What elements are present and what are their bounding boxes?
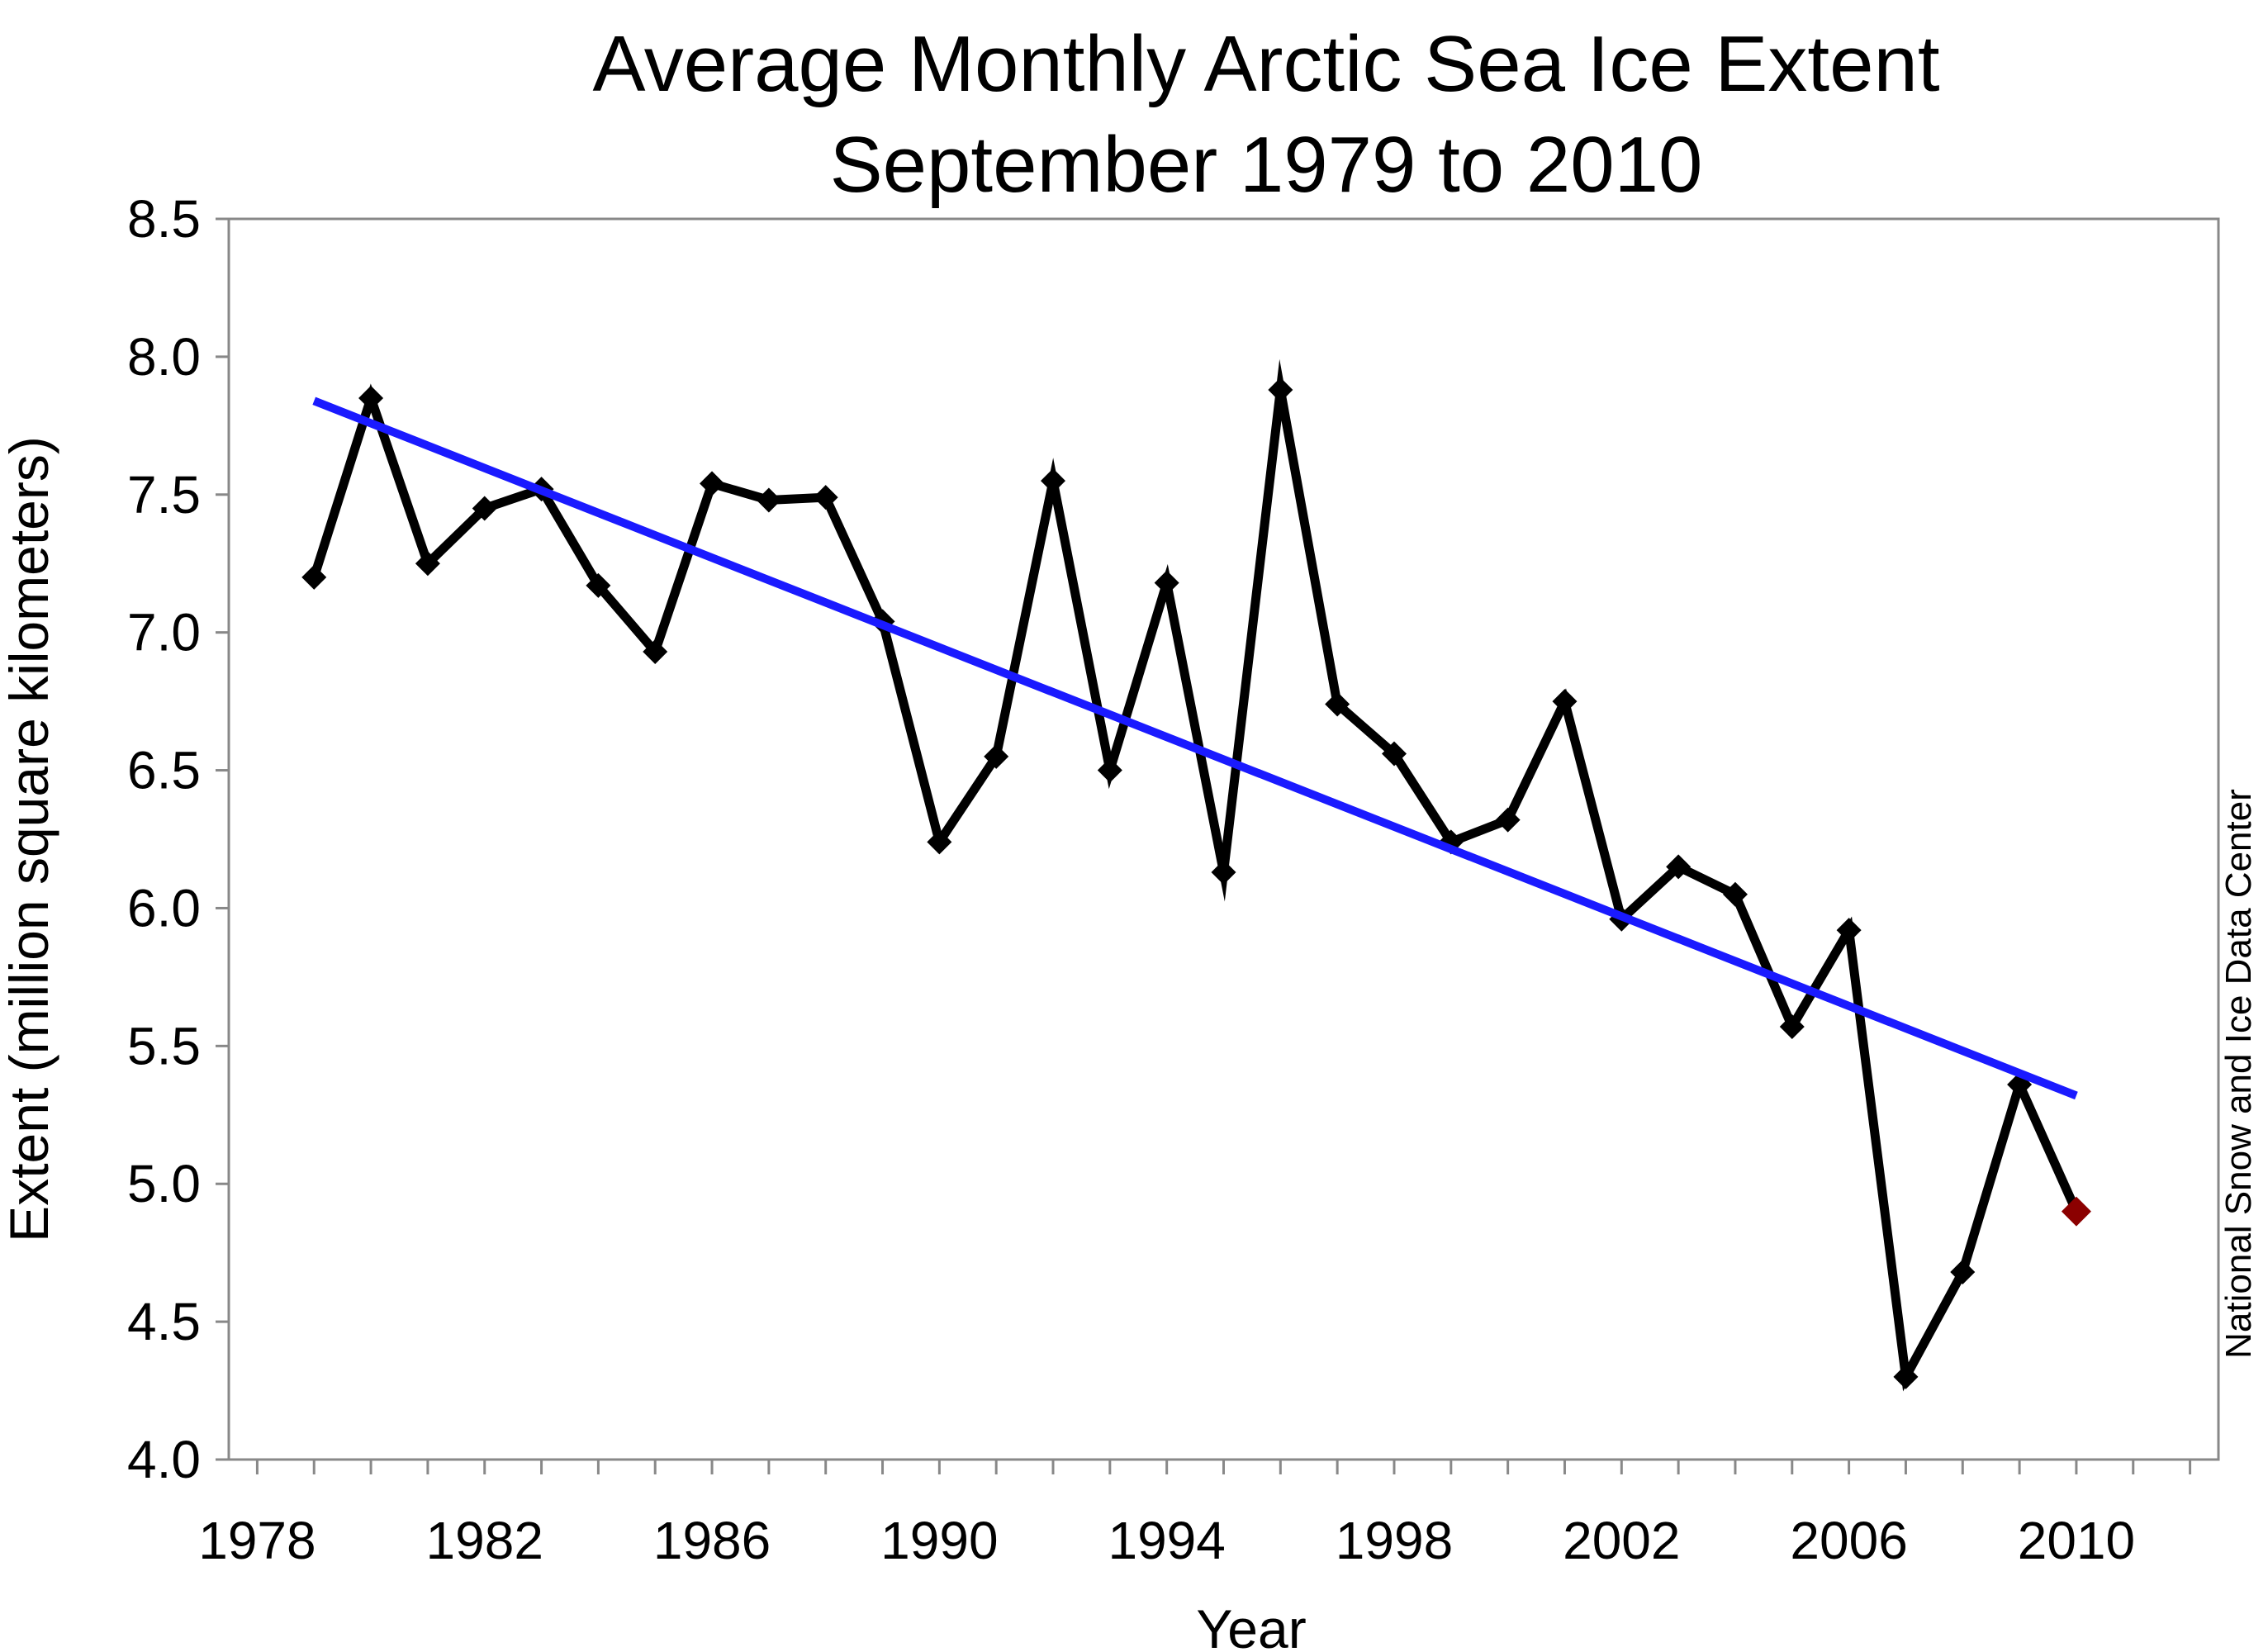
data-point-2005 (1779, 1014, 1805, 1039)
extent-series-line (310, 358, 2081, 1392)
x-tick-label: 1982 (426, 1511, 543, 1570)
data-point-2003 (1666, 854, 1692, 880)
y-tick-label: 4.0 (127, 1430, 201, 1489)
trend-layer (312, 396, 2078, 1100)
x-tick-label: 2002 (1563, 1511, 1680, 1570)
data-point-1998 (1381, 741, 1407, 767)
y-axis-ticks (216, 217, 229, 1461)
y-tick-label: 5.0 (127, 1154, 201, 1213)
y-tick-label: 7.5 (127, 465, 201, 525)
y-tick-label: 7.0 (127, 603, 201, 662)
data-point-1993 (1097, 757, 1122, 783)
data-point-1985 (643, 639, 668, 665)
data-point-2000 (1495, 807, 1521, 833)
y-tick-label: 5.5 (127, 1016, 201, 1075)
data-point-1994 (1154, 570, 1179, 596)
data-point-1984 (586, 572, 611, 598)
data-point-1987 (756, 487, 781, 513)
x-axis-tick-labels: 1978 1982 1986 1990 1994 1998 2002 2006 2010 (198, 1511, 2135, 1570)
y-tick-label: 4.5 (127, 1292, 201, 1351)
x-tick-label: 1978 (198, 1511, 316, 1570)
data-point-2004 (1722, 881, 1748, 907)
credit-label: National Snow and Ice Data Center (2218, 789, 2259, 1359)
x-tick-label: 1998 (1336, 1511, 1453, 1570)
data-point-1992 (1041, 468, 1066, 494)
x-tick-label: 2010 (2018, 1511, 2135, 1570)
y-tick-label: 8.0 (127, 327, 201, 387)
y-tick-label: 8.5 (127, 189, 201, 249)
data-point-1979 (301, 564, 327, 590)
x-tick-label: 1994 (1108, 1511, 1225, 1570)
series-layer (310, 358, 2081, 1392)
x-tick-label: 1986 (653, 1511, 771, 1570)
x-tick-label: 1990 (880, 1511, 998, 1570)
x-axis-ticks (255, 1460, 2192, 1474)
data-point-1991 (984, 743, 1009, 769)
data-point-2006 (1836, 918, 1862, 943)
trend-line (312, 396, 2078, 1100)
data-point-1995 (1211, 860, 1236, 885)
highlight-point-2010 (2061, 1196, 2091, 1227)
chart-title: Average Monthly Arctic Sea Ice Extent (592, 20, 1939, 108)
data-point-2001 (1552, 689, 1578, 714)
data-point-1990 (927, 829, 952, 855)
x-axis-label: Year (1196, 1598, 1306, 1652)
y-tick-label: 6.5 (127, 741, 201, 800)
data-point-2008 (1950, 1260, 1976, 1285)
data-point-1981 (415, 551, 440, 577)
y-tick-label: 6.0 (127, 878, 201, 938)
data-point-1980 (358, 385, 384, 411)
x-tick-label: 2006 (1790, 1511, 1907, 1570)
chart-subtitle: September 1979 to 2010 (830, 121, 1703, 209)
y-axis-label: Extent (million square kilometers) (0, 436, 59, 1242)
data-point-1986 (700, 471, 725, 496)
data-point-2007 (1893, 1364, 1919, 1389)
data-point-1988 (813, 485, 838, 510)
y-axis-tick-labels: 4.0 4.5 5.0 5.5 6.0 6.5 7.0 7.5 8.0 8.5 (127, 189, 201, 1489)
data-point-1997 (1325, 691, 1350, 717)
data-point-1982 (472, 496, 497, 521)
data-point-1996 (1268, 377, 1293, 402)
